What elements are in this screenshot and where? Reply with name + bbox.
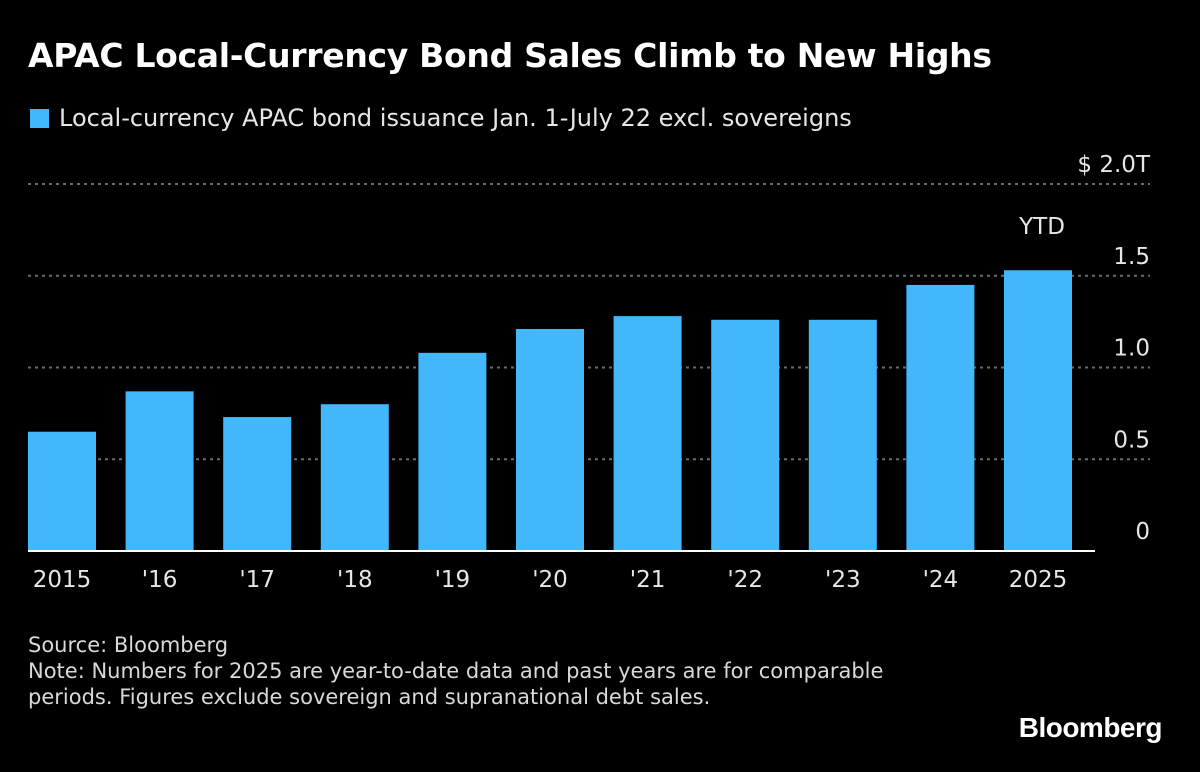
bar [125,391,194,551]
x-tick-label: '16 [142,567,178,593]
bar [906,284,975,551]
note-text: Note: Numbers for 2025 are year-to-date … [28,659,884,709]
x-tick-label: 2015 [33,567,92,593]
y-tick-labels: 0 0.5 1.0 1.5 $ 2.0T [1077,152,1151,545]
y-tick-label: 1.0 [1113,336,1150,362]
gridlines [28,183,1150,461]
bar [808,319,877,551]
x-tick-label: '21 [630,567,666,593]
bar [28,431,96,551]
bar [320,404,389,551]
x-tick-label: '23 [825,567,861,593]
legend-label: Local-currency APAC bond issuance Jan. 1… [59,104,852,132]
footer: Source: Bloomberg Note: Numbers for 2025… [28,632,888,710]
x-tick-label: 2025 [1009,567,1068,593]
chart-title: APAC Local-Currency Bond Sales Climb to … [28,36,992,75]
y-tick-label: 0.5 [1113,427,1150,453]
x-tick-label: '17 [239,567,275,593]
y-tick-label: 1.5 [1113,244,1150,270]
bar [418,352,487,551]
bloomberg-logo: Bloomberg [1018,712,1163,743]
x-tick-labels: 2015 '16 '17 '18 '19 '20 '21 '22 '23 '24 2025 [33,567,1068,593]
x-tick-label: '24 [923,567,959,593]
bar [711,319,780,551]
source-text: Source: Bloomberg [28,633,229,657]
x-tick-label: '22 [727,567,763,593]
x-tick-label: '18 [337,567,373,593]
y-tick-label: $ 2.0T [1077,152,1151,178]
bar-chart: 0 0.5 1.0 1.5 $ 2.0T 2015 '16 '17 '18 '19 '20 '21 '… [28,152,1151,593]
legend-swatch [30,108,49,128]
y-tick-label: 0 [1135,519,1150,545]
bar [223,417,292,551]
bar [1004,270,1072,551]
bar [516,328,584,551]
bars [28,270,1072,551]
bar-annotation: YTD [1018,214,1065,240]
x-tick-label: '20 [532,567,568,593]
x-tick-label: '19 [435,567,471,593]
legend: Local-currency APAC bond issuance Jan. 1… [30,104,852,132]
annotations: YTD [1018,214,1065,240]
bar [613,316,682,551]
